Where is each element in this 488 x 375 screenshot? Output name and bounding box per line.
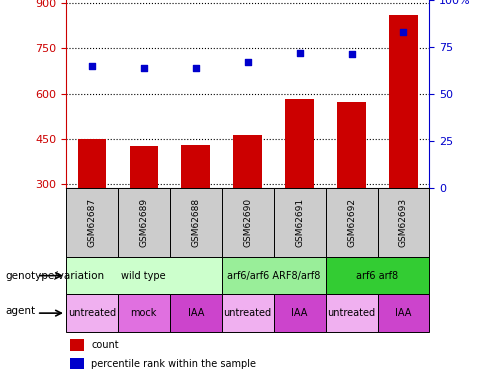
Bar [285, 99, 314, 188]
Text: untreated: untreated [68, 308, 116, 318]
Text: untreated: untreated [327, 308, 376, 318]
Text: arf6 arf8: arf6 arf8 [356, 271, 399, 280]
Bar [182, 144, 210, 188]
Bar [69, 339, 84, 351]
Bar [274, 294, 325, 332]
Bar [78, 138, 106, 188]
Bar [274, 188, 325, 257]
Point [140, 64, 148, 70]
Bar [170, 294, 222, 332]
Bar [337, 102, 366, 188]
Bar [66, 188, 118, 257]
Text: percentile rank within the sample: percentile rank within the sample [91, 359, 256, 369]
Point [244, 59, 252, 65]
Bar [233, 135, 262, 188]
Text: mock: mock [131, 308, 157, 318]
Bar [66, 257, 222, 294]
Text: GSM62693: GSM62693 [399, 198, 408, 247]
Bar [378, 294, 429, 332]
Text: count: count [91, 340, 119, 350]
Point [347, 51, 355, 57]
Text: GSM62692: GSM62692 [347, 198, 356, 247]
Text: GSM62691: GSM62691 [295, 198, 304, 247]
Point [400, 29, 407, 35]
Bar [118, 294, 170, 332]
Bar [118, 188, 170, 257]
Point [296, 50, 304, 55]
Text: IAA: IAA [395, 308, 412, 318]
Bar [69, 358, 84, 369]
Text: arf6/arf6 ARF8/arf8: arf6/arf6 ARF8/arf8 [227, 271, 320, 280]
Text: IAA: IAA [291, 308, 308, 318]
Bar [129, 146, 158, 188]
Text: genotype/variation: genotype/variation [5, 271, 104, 280]
Point [192, 64, 200, 70]
Text: untreated: untreated [224, 308, 272, 318]
Bar [325, 294, 378, 332]
Bar [66, 294, 118, 332]
Text: GSM62689: GSM62689 [139, 198, 148, 247]
Bar [222, 257, 325, 294]
Point [88, 63, 96, 69]
Bar [378, 188, 429, 257]
Text: IAA: IAA [187, 308, 204, 318]
Text: GSM62688: GSM62688 [191, 198, 200, 247]
Text: agent: agent [5, 306, 35, 316]
Bar [222, 294, 274, 332]
Text: GSM62690: GSM62690 [243, 198, 252, 247]
Bar [389, 15, 418, 188]
Bar [325, 188, 378, 257]
Text: wild type: wild type [122, 271, 166, 280]
Bar [222, 188, 274, 257]
Text: GSM62687: GSM62687 [87, 198, 96, 247]
Bar [325, 257, 429, 294]
Bar [170, 188, 222, 257]
